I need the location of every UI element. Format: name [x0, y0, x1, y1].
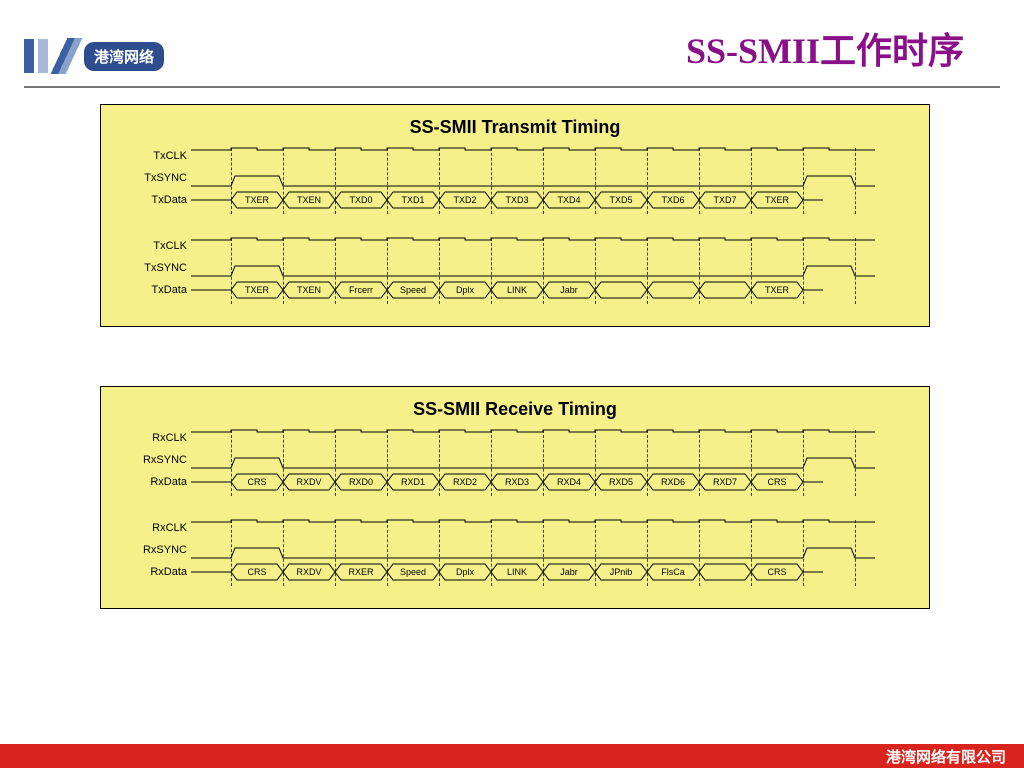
- svg-text:RXD6: RXD6: [661, 477, 685, 487]
- waveform: [191, 168, 879, 190]
- svg-text:Jabr: Jabr: [560, 285, 578, 295]
- svg-text:FlsCa: FlsCa: [661, 567, 685, 577]
- svg-text:Dplx: Dplx: [456, 567, 475, 577]
- svg-text:CRS: CRS: [767, 567, 786, 577]
- svg-text:TXER: TXER: [245, 195, 270, 205]
- waveform: [191, 428, 879, 450]
- svg-text:TXD6: TXD6: [661, 195, 684, 205]
- waveform: [191, 450, 879, 472]
- svg-text:TXD4: TXD4: [557, 195, 580, 205]
- svg-text:RXD1: RXD1: [401, 477, 425, 487]
- signal-row: RxCLK: [113, 428, 913, 450]
- svg-text:TXER: TXER: [765, 195, 790, 205]
- svg-text:Speed: Speed: [400, 567, 426, 577]
- svg-text:TXD0: TXD0: [349, 195, 372, 205]
- svg-text:LINK: LINK: [507, 285, 527, 295]
- svg-text:TXEN: TXEN: [297, 195, 321, 205]
- svg-text:RXDV: RXDV: [296, 477, 321, 487]
- svg-text:RXDV: RXDV: [296, 567, 321, 577]
- timing-sequence: TxCLK TxSYNC TxData TXER TXEN Frcerr Speed Dplx…: [113, 236, 913, 302]
- svg-text:RXD3: RXD3: [505, 477, 529, 487]
- svg-text:CRS: CRS: [767, 477, 786, 487]
- svg-text:LINK: LINK: [507, 567, 527, 577]
- waveform: [191, 540, 879, 562]
- signal-row: TxCLK: [113, 236, 913, 258]
- svg-text:TXEN: TXEN: [297, 285, 321, 295]
- signal-row: RxSYNC: [113, 450, 913, 472]
- signal-label: TxData: [113, 194, 187, 206]
- svg-text:TXD2: TXD2: [453, 195, 476, 205]
- waveform: [191, 518, 879, 540]
- signal-label: RxCLK: [113, 522, 187, 534]
- svg-text:TXD5: TXD5: [609, 195, 632, 205]
- panel-title: SS-SMII Receive Timing: [113, 399, 917, 420]
- svg-text:TXD1: TXD1: [401, 195, 424, 205]
- svg-text:Frcerr: Frcerr: [349, 285, 373, 295]
- waveform: TXER TXEN Frcerr Speed Dplx LINK Jabr TXER: [191, 280, 879, 302]
- signal-row: TxCLK: [113, 146, 913, 168]
- logo-bar-icon: [24, 39, 34, 73]
- signal-row: TxDataTXERTXENTXD0TXD1TXD2TXD3TXD4TXD5TX…: [113, 190, 913, 212]
- logo: 港湾网络: [24, 38, 164, 74]
- svg-text:TXER: TXER: [245, 285, 270, 295]
- svg-text:Dplx: Dplx: [456, 285, 475, 295]
- svg-text:RXD5: RXD5: [609, 477, 633, 487]
- waveform: [191, 258, 879, 280]
- signal-row: TxSYNC: [113, 258, 913, 280]
- svg-text:TXD3: TXD3: [505, 195, 528, 205]
- panel-title: SS-SMII Transmit Timing: [113, 117, 917, 138]
- svg-text:RXD4: RXD4: [557, 477, 581, 487]
- signal-row: RxSYNC: [113, 540, 913, 562]
- signal-label: RxSYNC: [113, 454, 187, 466]
- signal-row: TxSYNC: [113, 168, 913, 190]
- footer-text: 港湾网络有限公司: [868, 744, 1024, 768]
- timing-sequence: TxCLK TxSYNC TxData TXER TXEN TXD0 TXD1 TXD2 TXD…: [113, 146, 913, 212]
- timing-sequence: RxCLK RxSYNC RxData CRS RXDV RXD0 RXD1 RXD2 RXD3…: [113, 428, 913, 494]
- svg-text:CRS: CRS: [247, 477, 266, 487]
- signal-label: TxCLK: [113, 150, 187, 162]
- signal-label: RxCLK: [113, 432, 187, 444]
- svg-text:RXD7: RXD7: [713, 477, 737, 487]
- svg-text:RXD2: RXD2: [453, 477, 477, 487]
- waveform: [191, 236, 879, 258]
- waveform: CRS RXDV RXD0 RXD1 RXD2 RXD3 RXD4 RXD5 RXD6 RXD7 C…: [191, 472, 879, 494]
- svg-text:Jabr: Jabr: [560, 567, 578, 577]
- timing-sequence: RxCLK RxSYNC RxData CRS RXDV RXER Speed Dplx LIN…: [113, 518, 913, 584]
- footer-bar: [0, 744, 868, 768]
- signal-row: RxCLK: [113, 518, 913, 540]
- svg-text:TXER: TXER: [765, 285, 790, 295]
- waveform: [191, 146, 879, 168]
- waveform: TXER TXEN TXD0 TXD1 TXD2 TXD3 TXD4 TXD5 TXD6 TXD7…: [191, 190, 879, 212]
- logo-text: 港湾网络: [84, 42, 164, 71]
- svg-text:RXER: RXER: [348, 567, 374, 577]
- signal-label: TxSYNC: [113, 172, 187, 184]
- page-title: SS-SMII工作时序: [686, 22, 964, 74]
- svg-text:Speed: Speed: [400, 285, 426, 295]
- timing-panel: SS-SMII Receive Timing RxCLK RxSYNC RxData C…: [100, 386, 930, 609]
- footer: 港湾网络有限公司: [0, 744, 1024, 768]
- signal-row: RxData CRS RXDV RXD0 RXD1 RXD2 RXD3 RXD4 RXD5 RXD…: [113, 472, 913, 494]
- waveform: CRS RXDV RXER Speed Dplx LINK Jabr JPnib FlsCa CR…: [191, 562, 879, 584]
- title-divider: [24, 86, 1000, 88]
- signal-label: TxCLK: [113, 240, 187, 252]
- svg-text:JPnib: JPnib: [610, 567, 633, 577]
- signal-row: RxData CRS RXDV RXER Speed Dplx LINK Jabr JPnib F…: [113, 562, 913, 584]
- signal-label: RxSYNC: [113, 544, 187, 556]
- signal-label: TxData: [113, 284, 187, 296]
- signal-label: RxData: [113, 476, 187, 488]
- signal-label: RxData: [113, 566, 187, 578]
- signal-label: TxSYNC: [113, 262, 187, 274]
- svg-text:TXD7: TXD7: [713, 195, 736, 205]
- svg-text:RXD0: RXD0: [349, 477, 373, 487]
- signal-row: TxDataTXERTXENFrcerrSpeedDplxLINKJabrTXE…: [113, 280, 913, 302]
- svg-text:CRS: CRS: [247, 567, 266, 577]
- timing-panel: SS-SMII Transmit Timing TxCLK TxSYNC TxData…: [100, 104, 930, 327]
